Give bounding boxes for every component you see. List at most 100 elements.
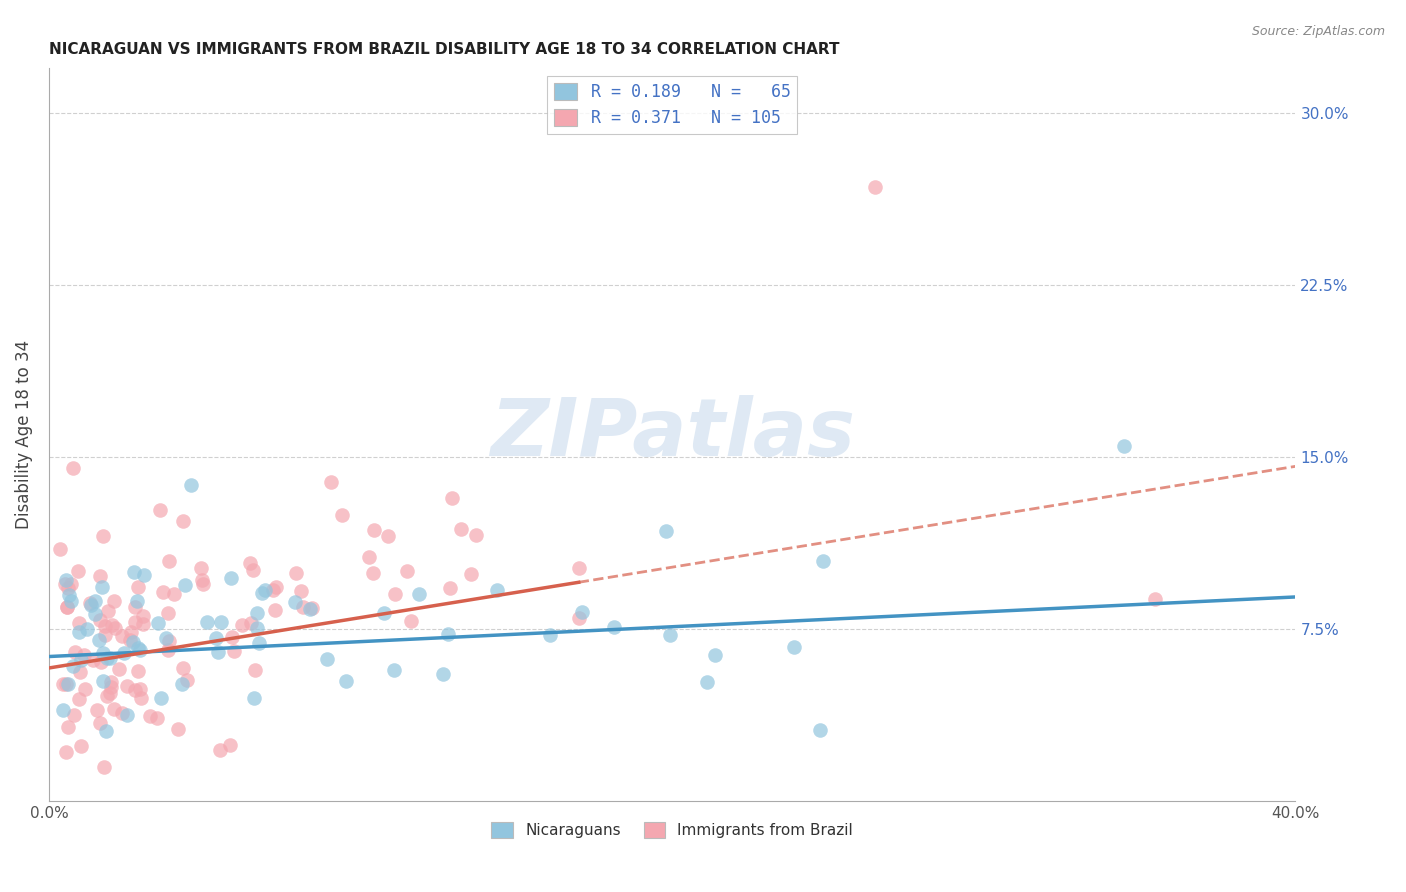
Point — [464, 527, 486, 541]
Point — [363, 523, 385, 537]
Point — [75, 682, 97, 697]
Point — [180, 478, 202, 492]
Point — [437, 627, 460, 641]
Point — [124, 600, 146, 615]
Point — [127, 665, 149, 679]
Point — [124, 615, 146, 629]
Point — [208, 743, 231, 757]
Point — [100, 680, 122, 694]
Point — [100, 674, 122, 689]
Point — [172, 514, 194, 528]
Point — [284, 595, 307, 609]
Point — [863, 179, 886, 194]
Point — [98, 686, 121, 700]
Point — [55, 573, 77, 587]
Point — [246, 621, 269, 635]
Point — [49, 542, 72, 557]
Point — [361, 566, 384, 580]
Point — [176, 673, 198, 687]
Point — [96, 689, 118, 703]
Point — [67, 624, 90, 639]
Point — [166, 723, 188, 737]
Point — [58, 677, 80, 691]
Point — [243, 663, 266, 677]
Point — [93, 759, 115, 773]
Text: ZIPatlas: ZIPatlas — [489, 395, 855, 474]
Point — [163, 587, 186, 601]
Point — [219, 571, 242, 585]
Point — [55, 599, 77, 614]
Point — [100, 651, 122, 665]
Point — [373, 606, 395, 620]
Point — [55, 576, 77, 591]
Point — [97, 605, 120, 619]
Point — [111, 706, 134, 720]
Point — [298, 602, 321, 616]
Point — [132, 609, 155, 624]
Point — [89, 613, 111, 627]
Point — [91, 646, 114, 660]
Point — [52, 677, 75, 691]
Point — [87, 632, 110, 647]
Point — [439, 582, 461, 596]
Point — [384, 586, 406, 600]
Point — [655, 524, 678, 538]
Point — [104, 622, 127, 636]
Point — [60, 594, 83, 608]
Point — [120, 633, 142, 648]
Point — [73, 648, 96, 662]
Point — [82, 653, 104, 667]
Point — [67, 692, 90, 706]
Point — [122, 565, 145, 579]
Point — [55, 745, 77, 759]
Point — [221, 630, 243, 644]
Point — [134, 568, 156, 582]
Point — [103, 702, 125, 716]
Point — [173, 578, 195, 592]
Point — [122, 635, 145, 649]
Point — [571, 606, 593, 620]
Point — [146, 615, 169, 630]
Point — [193, 577, 215, 591]
Point — [93, 628, 115, 642]
Point — [603, 619, 626, 633]
Point — [264, 580, 287, 594]
Point — [56, 720, 79, 734]
Point — [441, 491, 464, 505]
Point — [568, 561, 591, 575]
Point — [172, 661, 194, 675]
Point — [209, 615, 232, 629]
Point — [1112, 439, 1135, 453]
Point — [93, 619, 115, 633]
Point — [1144, 592, 1167, 607]
Point — [486, 582, 509, 597]
Point — [127, 641, 149, 656]
Point — [396, 564, 419, 578]
Point — [197, 615, 219, 629]
Point — [69, 665, 91, 679]
Text: NICARAGUAN VS IMMIGRANTS FROM BRAZIL DISABILITY AGE 18 TO 34 CORRELATION CHART: NICARAGUAN VS IMMIGRANTS FROM BRAZIL DIS… — [49, 42, 839, 57]
Point — [55, 677, 77, 691]
Point — [207, 645, 229, 659]
Point — [91, 529, 114, 543]
Point — [247, 636, 270, 650]
Point — [156, 607, 179, 621]
Point — [89, 569, 111, 583]
Point — [63, 645, 86, 659]
Legend: Nicaraguans, Immigrants from Brazil: Nicaraguans, Immigrants from Brazil — [485, 816, 859, 845]
Point — [128, 643, 150, 657]
Point — [117, 707, 139, 722]
Point — [285, 566, 308, 580]
Point — [659, 627, 682, 641]
Point — [90, 655, 112, 669]
Point — [231, 618, 253, 632]
Point — [94, 724, 117, 739]
Point — [191, 573, 214, 587]
Point — [335, 674, 357, 689]
Point — [70, 739, 93, 753]
Point — [56, 581, 79, 595]
Point — [89, 716, 111, 731]
Point — [62, 658, 84, 673]
Point — [132, 616, 155, 631]
Point — [63, 708, 86, 723]
